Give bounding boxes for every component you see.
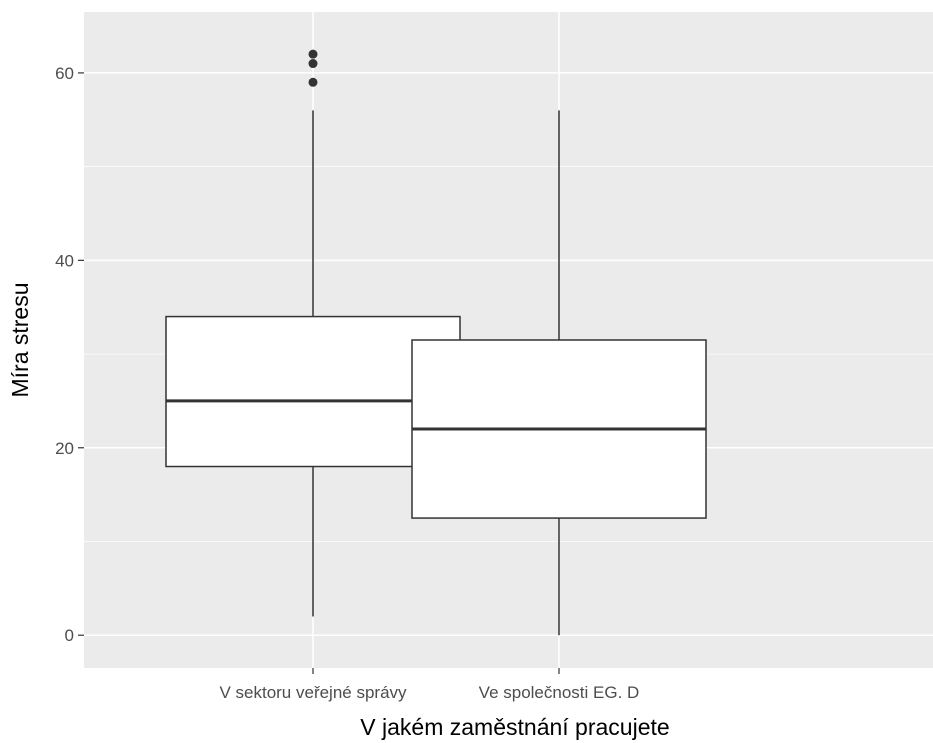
y-tick-label: 40 <box>55 251 74 270</box>
outlier-point <box>308 49 318 59</box>
x-axis-title: V jakém zaměstnání pracujete <box>360 714 669 740</box>
y-axis-title: Míra stresu <box>7 282 33 397</box>
box-1 <box>165 49 461 617</box>
x-axis: V sektoru veřejné správy Ve společnosti E… <box>219 668 639 702</box>
y-tick-label: 60 <box>55 64 74 83</box>
box-2 <box>411 110 707 636</box>
outlier-point <box>308 59 318 69</box>
outlier-point <box>308 77 318 87</box>
box-series <box>165 49 707 636</box>
y-axis: 0 20 40 60 <box>55 64 84 645</box>
x-tick-label: V sektoru veřejné správy <box>219 683 407 702</box>
x-tick-label: Ve společnosti EG. D <box>479 683 640 702</box>
y-tick-label: 20 <box>55 439 74 458</box>
y-tick-label: 0 <box>65 626 74 645</box>
